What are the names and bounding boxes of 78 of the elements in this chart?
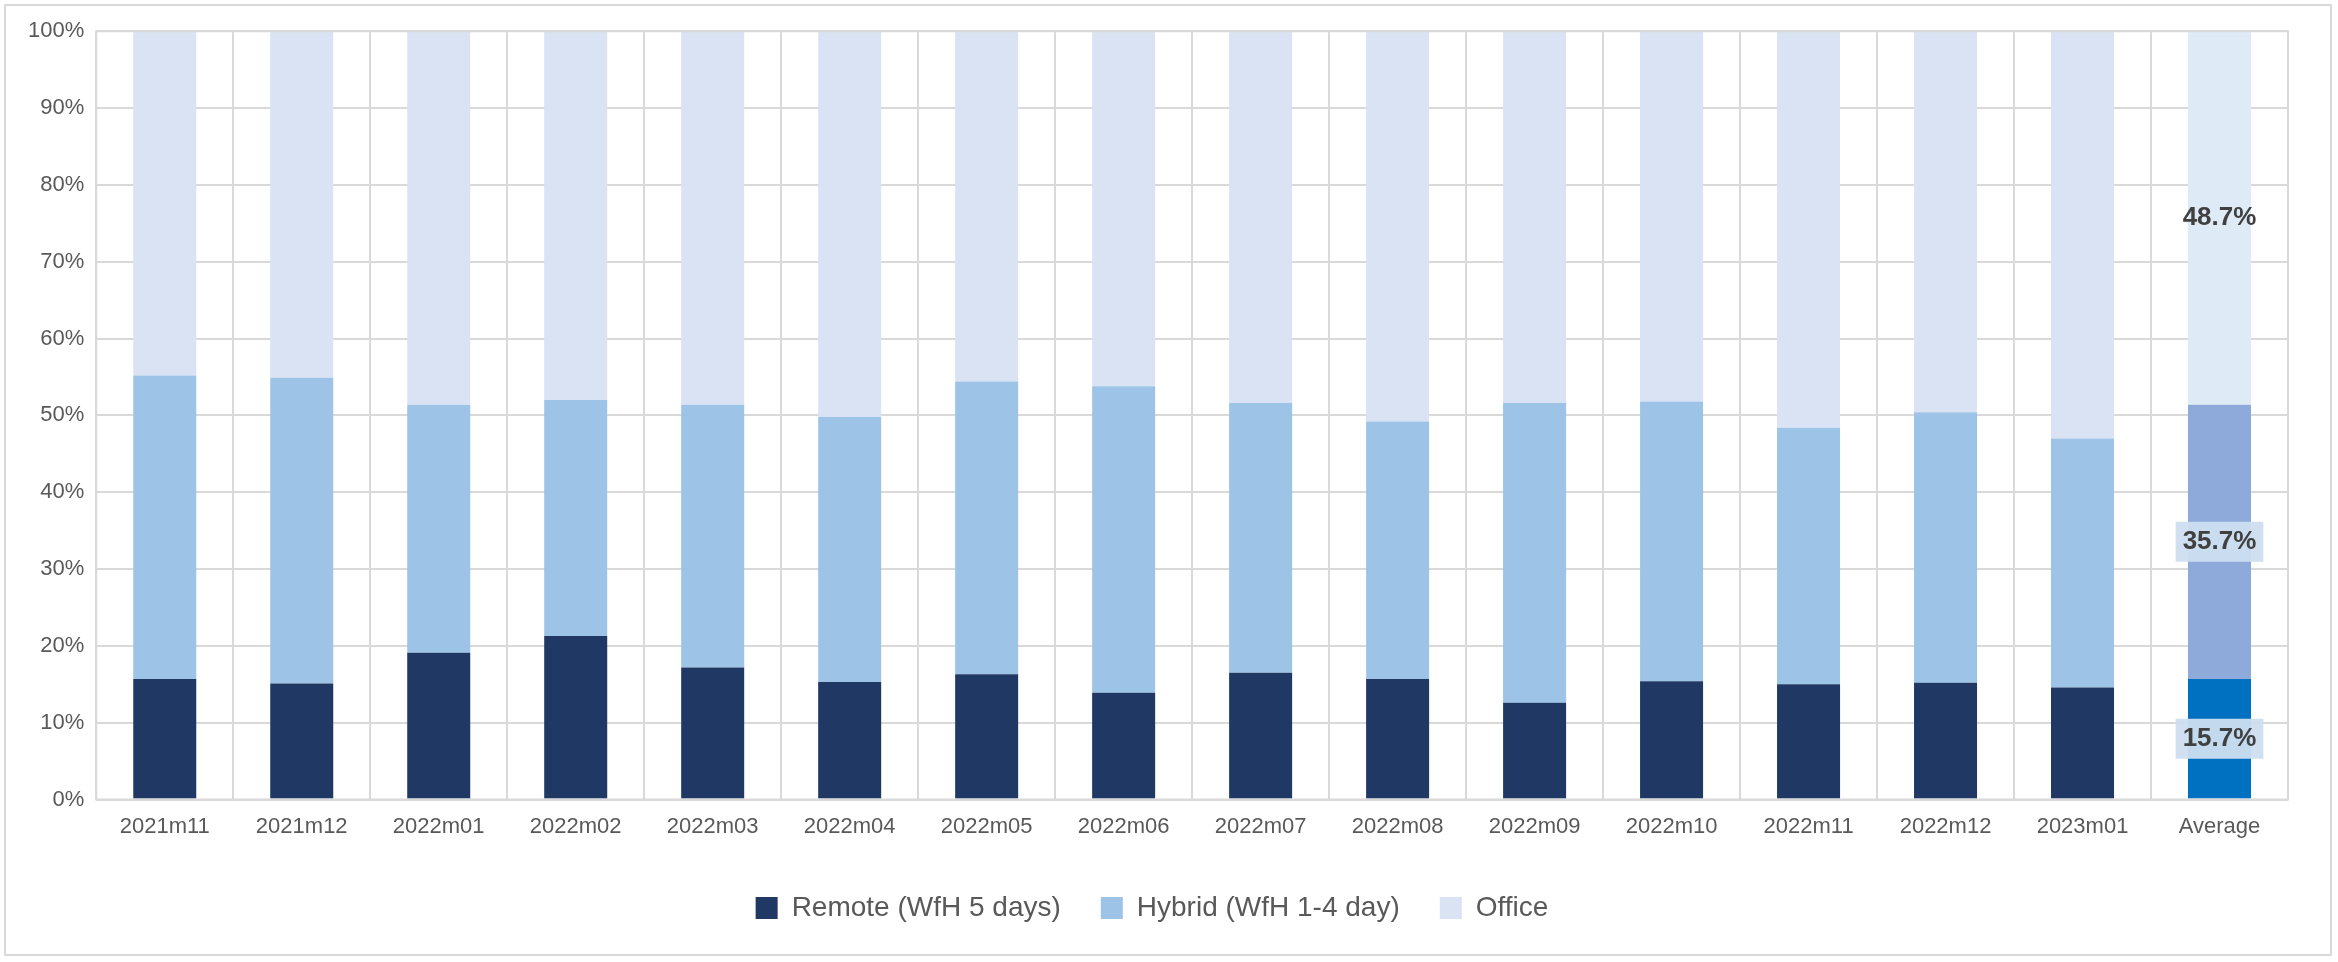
- bar: [1640, 401, 1704, 682]
- bar: [544, 31, 608, 401]
- y-tick-label: 0%: [52, 785, 85, 811]
- bar: [1366, 678, 1430, 799]
- x-tick-label: 2022m09: [1488, 812, 1581, 838]
- bar: [1092, 31, 1156, 387]
- bar: [818, 416, 882, 683]
- bar: [2051, 687, 2115, 799]
- data-label: 48.7%: [2182, 200, 2257, 231]
- x-tick-label: 2022m01: [392, 812, 485, 838]
- bar: [1640, 31, 1704, 402]
- y-tick-label: 100%: [27, 17, 85, 43]
- bar: [818, 682, 882, 799]
- bar: [544, 635, 608, 799]
- bar: [1914, 31, 1978, 413]
- x-tick-label: 2022m11: [1763, 812, 1854, 838]
- x-tick-label: 2021m12: [255, 812, 348, 838]
- x-tick-label: 2022m05: [940, 812, 1033, 838]
- x-tick-label: 2023m01: [2036, 812, 2129, 838]
- bar: [1366, 421, 1430, 679]
- x-tick-label: Average: [2178, 812, 2261, 838]
- y-tick-label: 20%: [40, 631, 85, 657]
- y-tick-label: 80%: [40, 170, 85, 196]
- x-tick-label: 2022m02: [529, 812, 622, 838]
- bar: [407, 404, 471, 653]
- bar: [1914, 682, 1978, 799]
- bar: [544, 400, 608, 636]
- bar: [955, 674, 1019, 799]
- x-tick-label: 2022m10: [1625, 812, 1718, 838]
- bar: [2051, 31, 2115, 439]
- bar: [1229, 403, 1293, 673]
- bar: [955, 31, 1019, 382]
- data-label: 35.7%: [2182, 524, 2257, 555]
- bar: [133, 31, 197, 376]
- bar: [1777, 427, 1841, 685]
- y-tick-label: 50%: [40, 401, 85, 427]
- legend-label: Remote (WfH 5 days): [791, 890, 1061, 922]
- legend-label: Office: [1475, 890, 1549, 922]
- bar: [1092, 692, 1156, 799]
- legend-label: Hybrid (WfH 1-4 day): [1136, 890, 1400, 922]
- bar: [1503, 702, 1567, 799]
- bar: [270, 377, 334, 684]
- bar: [2051, 438, 2115, 688]
- bar: [270, 31, 334, 378]
- y-tick-label: 90%: [40, 94, 85, 120]
- y-tick-label: 30%: [40, 555, 85, 581]
- bar: [681, 31, 745, 405]
- x-tick-label: 2022m08: [1351, 812, 1444, 838]
- x-tick-label: 2022m12: [1899, 812, 1992, 838]
- y-tick-label: 70%: [40, 247, 85, 273]
- bar: [1640, 681, 1704, 799]
- bar: [955, 381, 1019, 675]
- x-tick-label: 2022m07: [1214, 812, 1307, 838]
- y-tick-label: 40%: [40, 478, 85, 504]
- bar: [133, 678, 197, 799]
- bar: [1503, 403, 1567, 703]
- x-tick-label: 2022m03: [666, 812, 759, 838]
- y-tick-label: 10%: [40, 708, 85, 734]
- bar: [1229, 31, 1293, 404]
- bar: [407, 31, 471, 405]
- bar: [1914, 412, 1978, 683]
- bar: [270, 683, 334, 799]
- bar: [1503, 31, 1567, 404]
- bar: [681, 404, 745, 668]
- bar: [1777, 684, 1841, 799]
- x-tick-label: 2022m06: [1077, 812, 1170, 838]
- bar: [818, 31, 882, 417]
- bar: [1777, 31, 1841, 428]
- bar: [407, 652, 471, 799]
- y-tick-label: 60%: [40, 324, 85, 350]
- bar: [133, 375, 197, 679]
- bar: [681, 667, 745, 799]
- data-label: 15.7%: [2182, 721, 2257, 752]
- x-tick-label: 2022m04: [803, 812, 896, 838]
- bar: [1092, 386, 1156, 693]
- bar: [1366, 31, 1430, 422]
- x-tick-label: 2021m11: [119, 812, 210, 838]
- bar: [1229, 672, 1293, 799]
